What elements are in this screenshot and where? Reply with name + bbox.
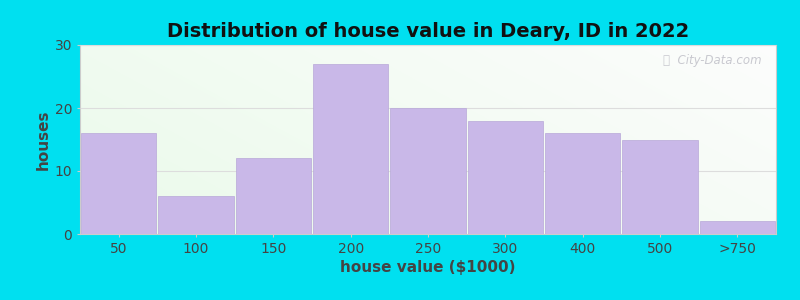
Text: ⓘ  City-Data.com: ⓘ City-Data.com — [663, 55, 762, 68]
Bar — [622, 140, 698, 234]
Bar — [468, 121, 543, 234]
Bar — [545, 133, 620, 234]
Bar — [158, 196, 234, 234]
Bar — [81, 133, 156, 234]
X-axis label: house value ($1000): house value ($1000) — [340, 260, 516, 275]
Title: Distribution of house value in Deary, ID in 2022: Distribution of house value in Deary, ID… — [167, 22, 689, 41]
Y-axis label: houses: houses — [35, 109, 50, 170]
Bar — [700, 221, 775, 234]
Bar — [236, 158, 311, 234]
Bar — [390, 108, 466, 234]
Bar — [313, 64, 388, 234]
